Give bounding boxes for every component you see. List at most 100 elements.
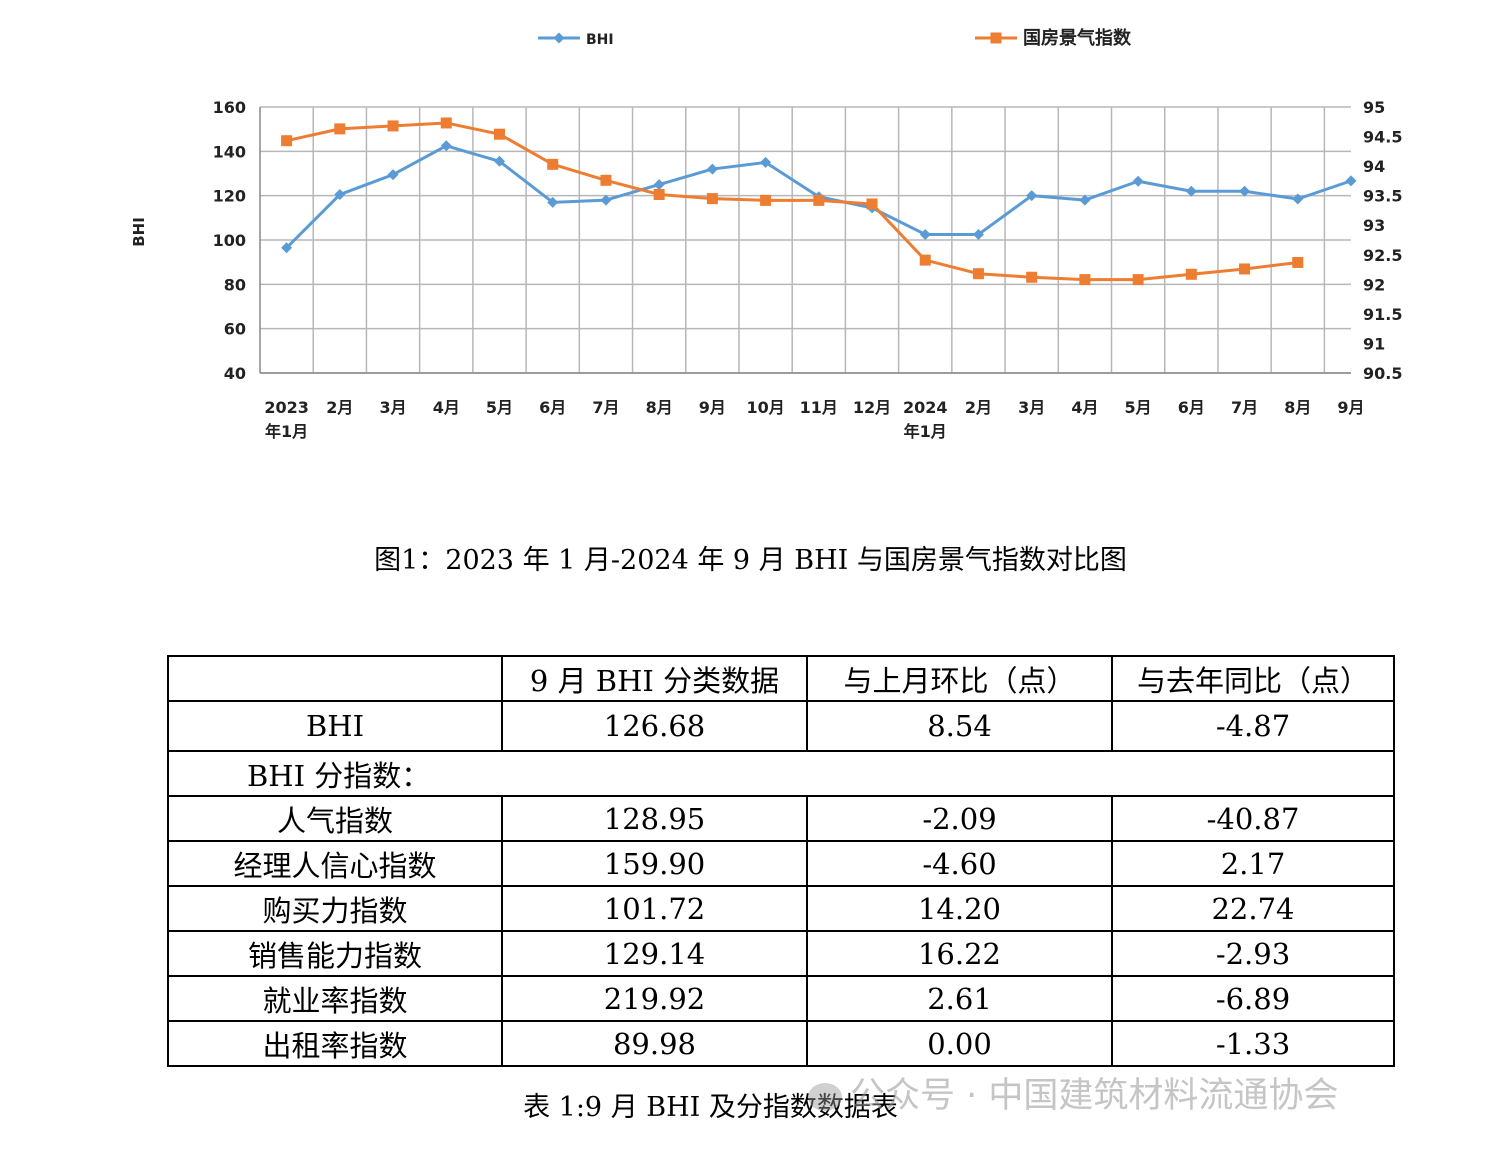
row-label: 人气指数 (167, 795, 503, 842)
series-line-guofang (286, 121, 1298, 282)
data-point-bhi (440, 140, 452, 152)
table-row-bhi: BHI 126.68 8.54 -4.87 (167, 700, 1395, 752)
data-point-guofang (919, 254, 931, 266)
watermark-text: 公众号 · 中国建筑材料流通协会 (850, 1076, 1339, 1116)
data-point-bhi (972, 228, 984, 240)
legend-marker (553, 32, 565, 44)
value-cell: -6.89 (1111, 975, 1395, 1022)
value-cell: -40.87 (1111, 795, 1395, 842)
x-tick-label: 2023 年1月 (264, 398, 309, 441)
y-right-tick-label: 93 (1363, 216, 1385, 235)
data-point-bhi (706, 163, 718, 175)
data-point-bhi (1026, 190, 1038, 202)
value-cell: 219.92 (501, 975, 808, 1022)
y-right-tick-label: 91.5 (1363, 305, 1402, 324)
x-tick-label: 5月 (1125, 398, 1152, 417)
data-point-guofang (653, 188, 665, 200)
data-point-bhi (1185, 185, 1197, 197)
y-right-tick-label: 94 (1363, 157, 1385, 176)
value-cell: 16.22 (806, 930, 1113, 977)
x-tick-label: 2月 (965, 398, 992, 417)
watermark: 公众号 · 中国建筑材料流通协会 (808, 1067, 1338, 1118)
table-row: 出租率指数 89.98 0.00 -1.33 (167, 1020, 1395, 1067)
value-cell: -4.60 (806, 840, 1113, 887)
row-label: 经理人信心指数 (167, 840, 503, 887)
x-tick-label: 7月 (592, 398, 619, 417)
x-tick-label: 4月 (1071, 398, 1098, 417)
data-point-guofang (547, 158, 559, 170)
y-left-tick-label: 120 (213, 187, 246, 206)
header-cell: 9 月 BHI 分类数据 (501, 655, 808, 702)
data-point-guofang (281, 135, 293, 147)
y-left-tick-label: 140 (213, 142, 246, 161)
data-point-guofang (972, 268, 984, 280)
y-right-tick-label: 91 (1363, 334, 1385, 353)
value-cell: 14.20 (806, 885, 1113, 932)
x-tick-label: 12月 (853, 398, 891, 417)
x-tick-label: 8月 (1284, 398, 1311, 417)
subindex-heading: BHI 分指数： (167, 750, 1395, 797)
value-cell: 2.61 (806, 975, 1113, 1022)
y-right-tick-label: 94.5 (1363, 128, 1402, 147)
value-cell: -4.87 (1111, 700, 1395, 752)
x-tick-label: 7月 (1231, 398, 1258, 417)
value-cell: 89.98 (501, 1020, 808, 1067)
data-point-guofang (1132, 274, 1144, 286)
x-tick-label: 3月 (1018, 398, 1045, 417)
y-right-tick-label: 90.5 (1363, 364, 1402, 383)
data-point-guofang (706, 193, 718, 205)
y-left-tick-label: 40 (224, 364, 246, 383)
data-point-guofang (387, 120, 399, 132)
data-point-guofang (1079, 274, 1091, 286)
line-chart: 40 60 80 100 120 140 160 90.5 91 91.5 92 92.5 93 93.5… (130, 27, 1402, 441)
x-tick-label: 11月 (800, 398, 838, 417)
y-left-tick-label: 80 (224, 275, 246, 294)
y-right-tick-label: 92.5 (1363, 246, 1402, 265)
x-tick-label: 3月 (379, 398, 406, 417)
table-header-row: 9 月 BHI 分类数据 与上月环比（点） 与去年同比（点） (167, 655, 1395, 702)
x-tick-label: 8月 (646, 398, 673, 417)
x-tick-label: 5月 (486, 398, 513, 417)
table-row: 销售能力指数 129.14 16.22 -2.93 (167, 930, 1395, 977)
value-cell: 0.00 (806, 1020, 1113, 1067)
data-point-bhi (1292, 193, 1304, 205)
data-point-bhi (600, 194, 612, 206)
table-row: 就业率指数 219.92 2.61 -6.89 (167, 975, 1395, 1022)
data-point-guofang (813, 194, 825, 206)
data-point-bhi (1345, 175, 1357, 187)
data-point-bhi (334, 189, 346, 201)
row-label: 购买力指数 (167, 885, 503, 932)
x-tick-label: 9月 (699, 398, 726, 417)
value-cell: 22.74 (1111, 885, 1395, 932)
data-point-guofang (866, 198, 878, 210)
value-cell: 159.90 (501, 840, 808, 887)
data-point-guofang (1292, 256, 1304, 268)
table-caption: 表 1:9 月 BHI 及分指数数据表 (523, 1092, 898, 1123)
header-cell: 与去年同比（点） (1111, 655, 1395, 702)
data-point-bhi (919, 228, 931, 240)
data-point-bhi (1079, 194, 1091, 206)
row-label: BHI (167, 700, 503, 752)
legend-marker (990, 32, 1002, 44)
value-cell: 2.17 (1111, 840, 1395, 887)
table-row: 人气指数 128.95 -2.09 -40.87 (167, 795, 1395, 842)
x-tick-label: 2月 (326, 398, 353, 417)
wechat-logo-icon (808, 1083, 842, 1111)
header-cell: 与上月环比（点） (806, 655, 1113, 702)
data-point-bhi (1132, 175, 1144, 187)
x-tick-label: 4月 (433, 398, 460, 417)
value-cell: -1.33 (1111, 1020, 1395, 1067)
table-row: 购买力指数 101.72 14.20 22.74 (167, 885, 1395, 932)
x-tick-label: 9月 (1337, 398, 1364, 417)
value-cell: 101.72 (501, 885, 808, 932)
data-point-bhi (653, 179, 665, 191)
data-point-guofang (600, 174, 612, 186)
data-point-guofang (760, 194, 772, 206)
y-right-tick-label: 95 (1363, 98, 1385, 117)
value-cell: 8.54 (806, 700, 1113, 752)
value-cell: 129.14 (501, 930, 808, 977)
data-point-bhi (387, 169, 399, 181)
value-cell: 128.95 (501, 795, 808, 842)
data-point-bhi (493, 155, 505, 167)
bhi-data-table: 9 月 BHI 分类数据 与上月环比（点） 与去年同比（点） BHI 126.6… (167, 655, 1395, 1067)
